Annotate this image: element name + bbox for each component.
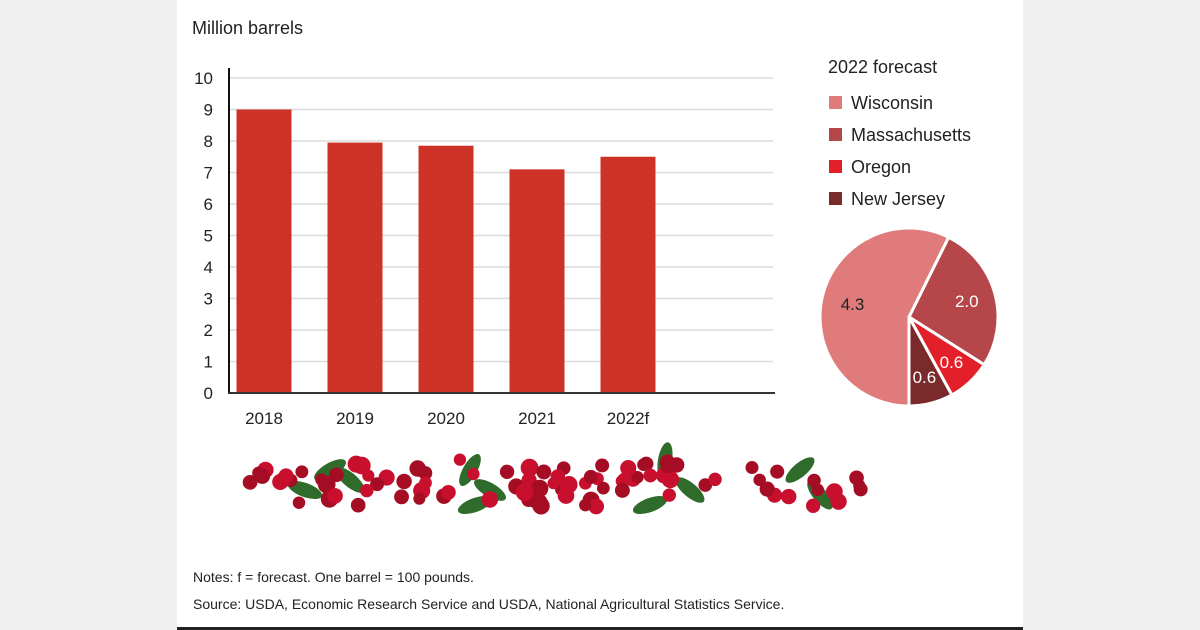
bottom-border — [177, 627, 1023, 630]
berry-icon — [295, 465, 309, 479]
berry-icon — [595, 458, 610, 473]
berry-icon — [550, 469, 566, 484]
berry-icon — [596, 481, 610, 495]
y-tick-label: 5 — [204, 227, 213, 246]
berry-icon — [662, 488, 676, 502]
berry-icon — [698, 478, 713, 492]
legend-swatch — [829, 96, 842, 109]
source-text: Source: USDA, Economic Research Service … — [193, 596, 785, 612]
berry-icon — [315, 473, 328, 487]
y-tick-label: 1 — [204, 353, 213, 372]
pie-title: 2022 forecast — [828, 57, 937, 77]
berry-icon — [588, 498, 605, 515]
berry-icon — [825, 483, 843, 500]
berry-icon — [278, 468, 294, 484]
berry-icon — [515, 483, 534, 502]
berry-icon — [418, 466, 433, 481]
notes-text: Notes: f = forecast. One barrel = 100 po… — [193, 569, 474, 585]
pie-label: 0.6 — [913, 368, 937, 387]
y-tick-label: 6 — [204, 195, 213, 214]
berry-icon — [631, 470, 644, 484]
x-tick-label: 2018 — [245, 409, 283, 428]
legend-swatch — [829, 128, 842, 141]
berry-icon — [560, 475, 578, 494]
y-tick-label: 8 — [204, 132, 213, 151]
y-tick-label: 0 — [204, 384, 213, 403]
berry-icon — [806, 498, 821, 513]
pie-label: 2.0 — [955, 292, 979, 311]
berry-icon — [536, 464, 552, 480]
legend-swatch — [829, 160, 842, 173]
leaf-icon — [675, 477, 705, 503]
berry-icon — [708, 472, 722, 487]
y-tick-label: 10 — [194, 69, 213, 88]
legend-label-new-jersey: New Jersey — [851, 189, 945, 209]
berry-icon — [362, 469, 375, 482]
pie-slice-wisconsin — [818, 226, 951, 408]
berry-icon — [531, 479, 549, 498]
berry-icon — [360, 483, 374, 498]
leaf-icon — [474, 479, 506, 501]
berry-icon — [252, 466, 265, 480]
legend-label-oregon: Oregon — [851, 157, 911, 177]
bar-2021 — [509, 169, 565, 393]
berry-icon — [807, 473, 821, 488]
berry-icon — [413, 492, 426, 505]
y-tick-label: 4 — [204, 258, 213, 277]
berry-icon — [853, 482, 868, 497]
pie-label: 4.3 — [841, 295, 865, 314]
berry-icon — [419, 476, 432, 490]
berry-icon — [759, 481, 775, 497]
berry-icon — [481, 491, 499, 508]
berry-icon — [350, 497, 366, 513]
pie-slice-massachusetts — [907, 235, 1000, 367]
berry-icon — [327, 488, 343, 504]
legend-label-massachusetts: Massachusetts — [851, 125, 971, 145]
bar-2020 — [418, 145, 474, 393]
berry-icon — [583, 469, 598, 484]
berry-icon — [643, 468, 658, 483]
berry-icon — [745, 461, 759, 475]
berry-icon — [329, 467, 344, 483]
berry-icon — [780, 488, 797, 505]
x-tick-label: 2019 — [336, 409, 374, 428]
berry-icon — [370, 477, 385, 492]
y-tick-label: 2 — [204, 321, 213, 340]
berry-icon — [292, 496, 306, 509]
leaf-icon — [632, 495, 668, 515]
bar-2022f — [600, 156, 656, 393]
berry-icon — [660, 457, 677, 474]
y-axis-label: Million barrels — [192, 18, 303, 38]
berry-icon — [499, 464, 515, 479]
x-tick-label: 2022f — [607, 409, 650, 428]
x-tick-label: 2021 — [518, 409, 556, 428]
berry-icon — [396, 473, 412, 490]
y-tick-label: 9 — [204, 101, 213, 120]
berry-icon — [528, 493, 544, 509]
berry-icon — [579, 498, 592, 512]
berry-icon — [520, 458, 539, 477]
y-tick-label: 7 — [204, 164, 213, 183]
berry-icon — [440, 485, 456, 500]
berry-icon — [770, 464, 785, 479]
bar-2018 — [236, 109, 292, 393]
berry-icon — [453, 453, 467, 466]
x-tick-label: 2020 — [427, 409, 465, 428]
berry-icon — [637, 458, 650, 471]
berry-icon — [242, 474, 258, 490]
bar-2019 — [327, 142, 383, 393]
berry-icon — [347, 455, 365, 473]
legend-label-wisconsin: Wisconsin — [851, 93, 933, 113]
legend-swatch — [829, 192, 842, 205]
pie-label: 0.6 — [940, 353, 964, 372]
berry-icon — [467, 467, 480, 481]
cranberry-sprigs-image — [242, 442, 868, 515]
leaf-icon — [785, 457, 815, 483]
y-tick-label: 3 — [204, 290, 213, 309]
leaf-icon — [287, 480, 323, 500]
berry-icon — [394, 489, 409, 505]
berry-icon — [620, 459, 637, 477]
berry-icon — [614, 482, 630, 498]
